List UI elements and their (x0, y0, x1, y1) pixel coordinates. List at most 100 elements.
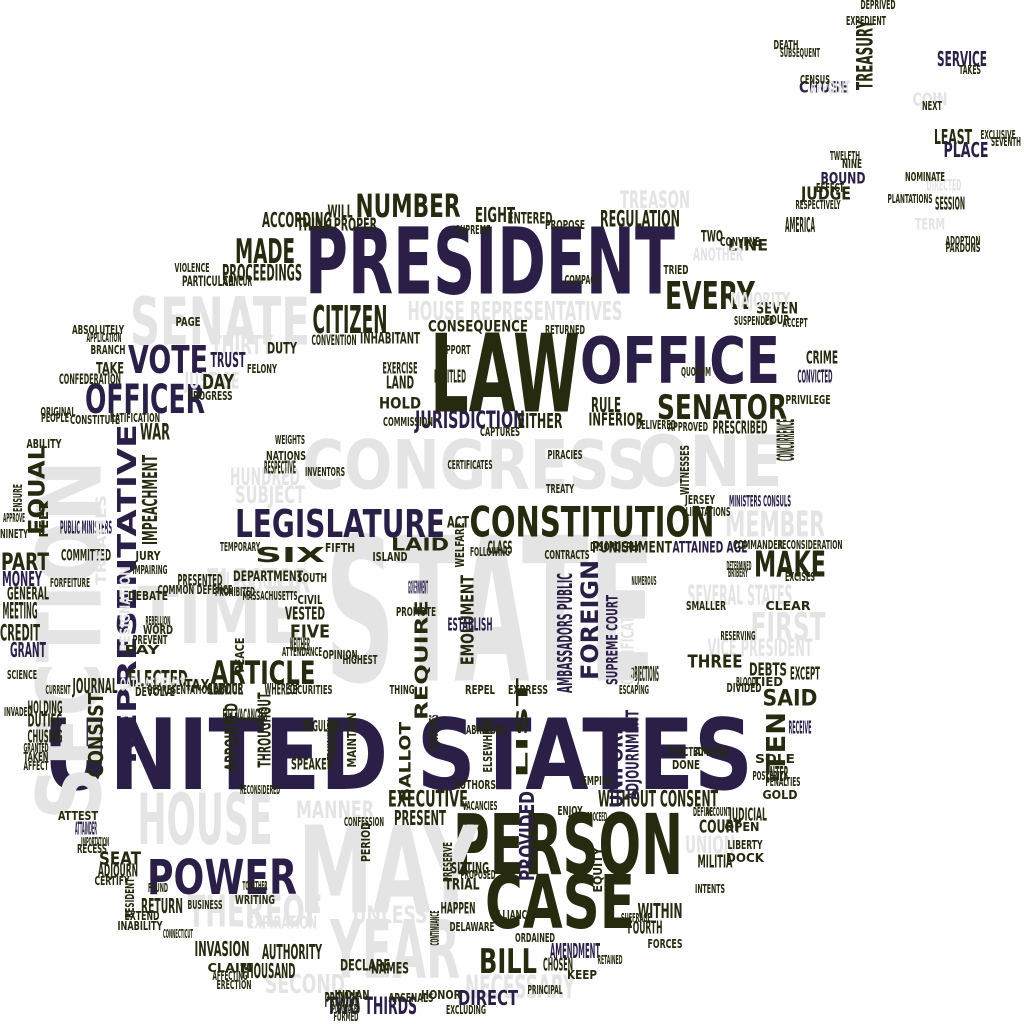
word-treason: TREASON (620, 186, 690, 214)
word-first: FIRST (751, 605, 826, 649)
word-speaker: SPEAKER (291, 755, 333, 774)
word-pardons: PARDONS (946, 241, 981, 255)
word-require: REQUIRE (412, 600, 433, 720)
word-day: DAY (202, 370, 234, 394)
word-sole: SOLE (755, 752, 795, 766)
word-except: EXCEPT (790, 664, 820, 685)
word-attest: ATTEST (58, 809, 99, 823)
word-convene: CONVENE (720, 235, 760, 249)
word-debts: DEBTS (749, 660, 787, 681)
word-found: FOUND (148, 881, 168, 895)
word-open: OPEN (725, 820, 760, 834)
word-prescribed: PRESCRIBED (713, 418, 768, 439)
word-congress: CONGRESS (303, 427, 648, 506)
word-law: LAW (430, 313, 580, 438)
word-qualification: QUALIFICATION (618, 595, 639, 685)
word-discoveries: DISCOVERIES (427, 715, 441, 750)
word-excises: EXCISES (785, 570, 815, 584)
word-captures: CAPTURES (480, 425, 520, 439)
word-class: CLASS (488, 538, 513, 559)
word-approve: APPROVE (3, 511, 25, 525)
word-judicial: JUDICIAL (728, 805, 767, 826)
word-compact: COMPACT (565, 273, 600, 287)
word-may: MAY (298, 803, 479, 942)
word-present: PRESENT (394, 806, 446, 830)
word-tranquility: TRANQUILITY (325, 720, 339, 760)
word-twelfth: TWELFTH (830, 149, 860, 163)
word-adjourn: ADJOURN (98, 861, 138, 882)
word-two: TWO (701, 227, 723, 246)
word-list: LIST (513, 678, 532, 778)
word-south: SOUTH (297, 571, 327, 585)
word-establish: ESTABLISH (448, 615, 493, 636)
word-erected: ERECTED (669, 745, 704, 759)
word-divided: DIVIDED (727, 681, 762, 695)
word-principal: PRINCIPAL (528, 983, 563, 997)
word-page: PAGE (176, 315, 201, 329)
word-constitution: CONSTITUTION (470, 498, 715, 547)
word-jurisdiction: JURISDICTION (414, 406, 525, 434)
word-violence: VIOLENCE (175, 261, 210, 275)
word-ambassadors-public: AMBASSADORS PUBLIC (553, 573, 577, 693)
word-census: CENSUS (800, 73, 830, 87)
word-senate: SENATE (130, 284, 310, 361)
word-hundred: HUNDRED (230, 463, 300, 491)
word-entitled: ENTITLED (434, 367, 466, 388)
word-happen: HAPPEN (441, 899, 476, 918)
word-america: AMERICA (785, 213, 815, 237)
word-four: FOUR (765, 313, 790, 327)
word-impeachment: IMPEACHMENT (138, 455, 162, 545)
word-consist: CONSIST (84, 692, 108, 777)
word-reconsideration: RECONSIDERATION (778, 538, 843, 552)
word-respective: RESPECTIVE (264, 458, 296, 479)
word-disorderly: DISORDERLY (590, 540, 640, 554)
word-senator: SENATOR (657, 388, 787, 428)
word-vested: VESTED (285, 604, 325, 625)
word-term: TERM (915, 215, 945, 234)
word-common-defence: COMMON DEFENCE (158, 583, 233, 597)
word-weights: WEIGHTS (275, 433, 305, 447)
word-highest: HIGHEST (343, 653, 378, 667)
word-inhabitant: INHABITANT (360, 329, 420, 348)
word-ministers-consuls: MINISTERS CONSULS (729, 492, 791, 511)
word-constitute: CONSTITUTE (70, 413, 120, 427)
word-two-thirds: TWO THIRDS (327, 992, 417, 1020)
word-legislature: LEGISLATURE (235, 502, 445, 546)
word-made: MADE (235, 232, 295, 272)
word-vacancies: VACANCIES (463, 799, 498, 813)
word-trust: TRUST (211, 348, 246, 372)
word-attendance: ATTENDANCE (282, 645, 322, 659)
word-fourth: FOURTH (628, 918, 663, 939)
word-excluding: EXCLUDING (446, 1003, 486, 1017)
word-office: OFFICE (580, 325, 780, 399)
word-member: MEMBER (725, 505, 825, 546)
word-next: NEXT (922, 99, 942, 113)
word-ability: ABILITY (27, 437, 62, 451)
word-certify: CERTIFY (95, 874, 130, 888)
word-said: SAID (763, 687, 818, 712)
word-original: ORIGINAL (41, 405, 76, 419)
word-recess: RECESS (77, 842, 107, 856)
word-another: ANOTHER (693, 245, 743, 266)
word-respectively: RESPECTIVELY (796, 198, 841, 212)
word-committed: COMMITTED (61, 546, 111, 565)
word-impairing: IMPAIRING (133, 563, 168, 577)
word-certificates: CERTIFICATES (448, 458, 493, 472)
word-will: WILL (328, 202, 353, 223)
word-support: SUPPORT (436, 343, 471, 357)
word-provide: PROVIDE (325, 988, 360, 1012)
word-posterity: POSTERITY (753, 769, 788, 783)
word-forfeiture: FORFEITURE (50, 576, 90, 590)
word-together: TOGETHER (243, 879, 268, 893)
word-maintain: MAINTAIN (345, 713, 359, 768)
word-service: SERVICE (937, 47, 987, 71)
word-jersey: JERSEY (684, 493, 715, 507)
word-people: PEOPLE (41, 411, 69, 425)
word-power: POWER (147, 850, 297, 906)
word-determined: DETERMINED (727, 559, 752, 573)
word-nominate: NOMINATE (905, 170, 945, 184)
word-person: PERSON (453, 796, 683, 894)
word-seventh: SEVENTH (991, 135, 1021, 149)
word-delivered: DELIVERED (636, 418, 676, 432)
word-fill-vacancies: FILL VACANCIES (223, 706, 268, 727)
